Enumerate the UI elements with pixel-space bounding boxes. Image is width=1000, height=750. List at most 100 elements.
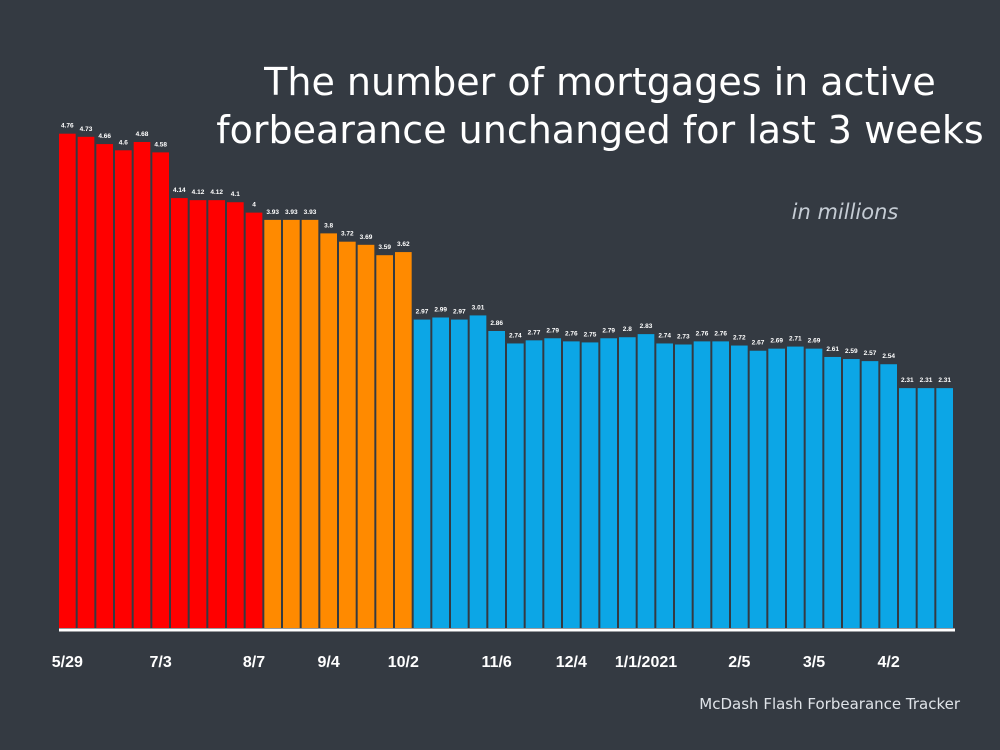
bar-40 [805, 348, 823, 628]
x-tick-label-4: 10/2 [388, 654, 419, 671]
bar-25 [525, 340, 543, 628]
bar-31 [637, 334, 655, 628]
bar-18 [395, 252, 412, 628]
bar-value-label-3: 4.6 [119, 139, 128, 146]
bar-8 [208, 200, 225, 628]
bar-4 [133, 142, 151, 628]
bar-12 [283, 219, 300, 628]
bar-19 [413, 319, 431, 628]
bar-value-label-31: 2.83 [640, 323, 653, 330]
bar-17 [376, 255, 393, 628]
bar-0 [59, 133, 76, 628]
chart-title: The number of mortgages in active forbea… [200, 58, 1000, 154]
bar-value-label-22: 3.01 [472, 304, 485, 311]
bar-33 [675, 344, 692, 628]
x-tick-label-9: 3/5 [803, 654, 825, 671]
source-credit: McDash Flash Forbearance Tracker [699, 695, 960, 713]
bar-3 [115, 150, 132, 628]
bar-9 [227, 202, 244, 629]
bar-value-label-1: 4.73 [80, 126, 93, 133]
bar-47 [936, 388, 953, 628]
bar-28 [581, 342, 599, 628]
bar-value-label-30: 2.8 [623, 326, 632, 333]
bar-22 [469, 315, 487, 628]
bar-20 [432, 317, 449, 628]
bar-value-label-47: 2.31 [938, 377, 951, 384]
bar-45 [899, 388, 916, 628]
bar-1 [77, 136, 95, 628]
bar-value-label-34: 2.76 [696, 330, 709, 337]
bar-value-label-9: 4.1 [231, 191, 240, 198]
bar-24 [507, 343, 524, 628]
bar-value-label-43: 2.57 [864, 350, 877, 357]
x-tick-label-10: 4/2 [878, 654, 900, 671]
bar-value-label-37: 2.67 [752, 340, 765, 347]
bar-35 [712, 341, 729, 628]
bar-value-label-10: 4 [252, 202, 256, 209]
bar-42 [843, 359, 860, 628]
bar-value-label-25: 2.77 [528, 329, 541, 336]
bar-value-label-44: 2.54 [882, 353, 895, 360]
bar-value-label-8: 4.12 [210, 189, 223, 196]
bar-value-label-24: 2.74 [509, 332, 522, 339]
bar-value-label-46: 2.31 [920, 377, 933, 384]
bar-34 [693, 341, 711, 628]
bar-5 [152, 152, 169, 628]
bar-value-label-7: 4.12 [192, 189, 205, 196]
bar-value-label-42: 2.59 [845, 348, 858, 355]
bar-39 [787, 346, 804, 628]
bar-26 [544, 338, 561, 628]
bar-value-label-12: 3.93 [285, 209, 298, 216]
bar-value-label-16: 3.69 [360, 234, 373, 241]
bar-10 [245, 212, 263, 628]
bar-21 [451, 319, 468, 628]
bar-13 [301, 219, 319, 628]
bar-14 [320, 233, 337, 628]
bar-value-label-0: 4.76 [61, 123, 74, 130]
bar-23 [488, 331, 505, 628]
x-tick-label-2: 8/7 [243, 654, 265, 671]
bar-32 [656, 343, 673, 628]
x-tick-label-6: 12/4 [556, 654, 587, 671]
bar-16 [357, 244, 375, 628]
bar-value-label-5: 4.58 [154, 141, 167, 148]
bar-value-label-15: 3.72 [341, 231, 354, 238]
bar-27 [563, 341, 580, 628]
x-tick-label-0: 5/29 [52, 654, 83, 671]
bar-value-label-19: 2.97 [416, 309, 429, 316]
bar-2 [96, 144, 113, 628]
bar-value-label-39: 2.71 [789, 336, 802, 343]
bar-7 [189, 200, 207, 628]
bar-value-label-14: 3.8 [324, 222, 333, 229]
bar-value-label-18: 3.62 [397, 241, 410, 248]
bar-38 [768, 348, 785, 628]
bar-value-label-36: 2.72 [733, 335, 746, 342]
bar-15 [339, 241, 356, 628]
x-tick-label-7: 1/1/2021 [615, 654, 677, 671]
bar-value-label-38: 2.69 [770, 338, 783, 345]
bar-value-label-40: 2.69 [808, 338, 821, 345]
x-tick-label-3: 9/4 [318, 654, 340, 671]
bar-value-label-13: 3.93 [304, 209, 317, 216]
chart-title-line-2: forbearance unchanged for last 3 weeks [216, 108, 984, 152]
bar-value-label-26: 2.79 [546, 327, 559, 334]
bar-value-label-41: 2.61 [826, 346, 839, 353]
bar-44 [880, 364, 897, 628]
x-tick-label-5: 11/6 [482, 654, 512, 671]
bar-29 [600, 338, 617, 628]
bar-43 [861, 361, 879, 628]
bar-value-label-33: 2.73 [677, 334, 690, 341]
bar-value-label-2: 4.66 [98, 133, 111, 140]
chart-title-line-1: The number of mortgages in active [264, 60, 936, 104]
bar-value-label-11: 3.93 [266, 209, 279, 216]
bar-11 [264, 219, 281, 628]
x-tick-label-8: 2/5 [728, 654, 750, 671]
bar-46 [917, 388, 935, 628]
bar-37 [749, 350, 767, 628]
bar-6 [171, 198, 188, 628]
bar-value-label-27: 2.76 [565, 330, 578, 337]
bar-value-label-32: 2.74 [658, 332, 671, 339]
x-tick-label-1: 7/3 [150, 654, 172, 671]
bar-value-label-45: 2.31 [901, 377, 914, 384]
